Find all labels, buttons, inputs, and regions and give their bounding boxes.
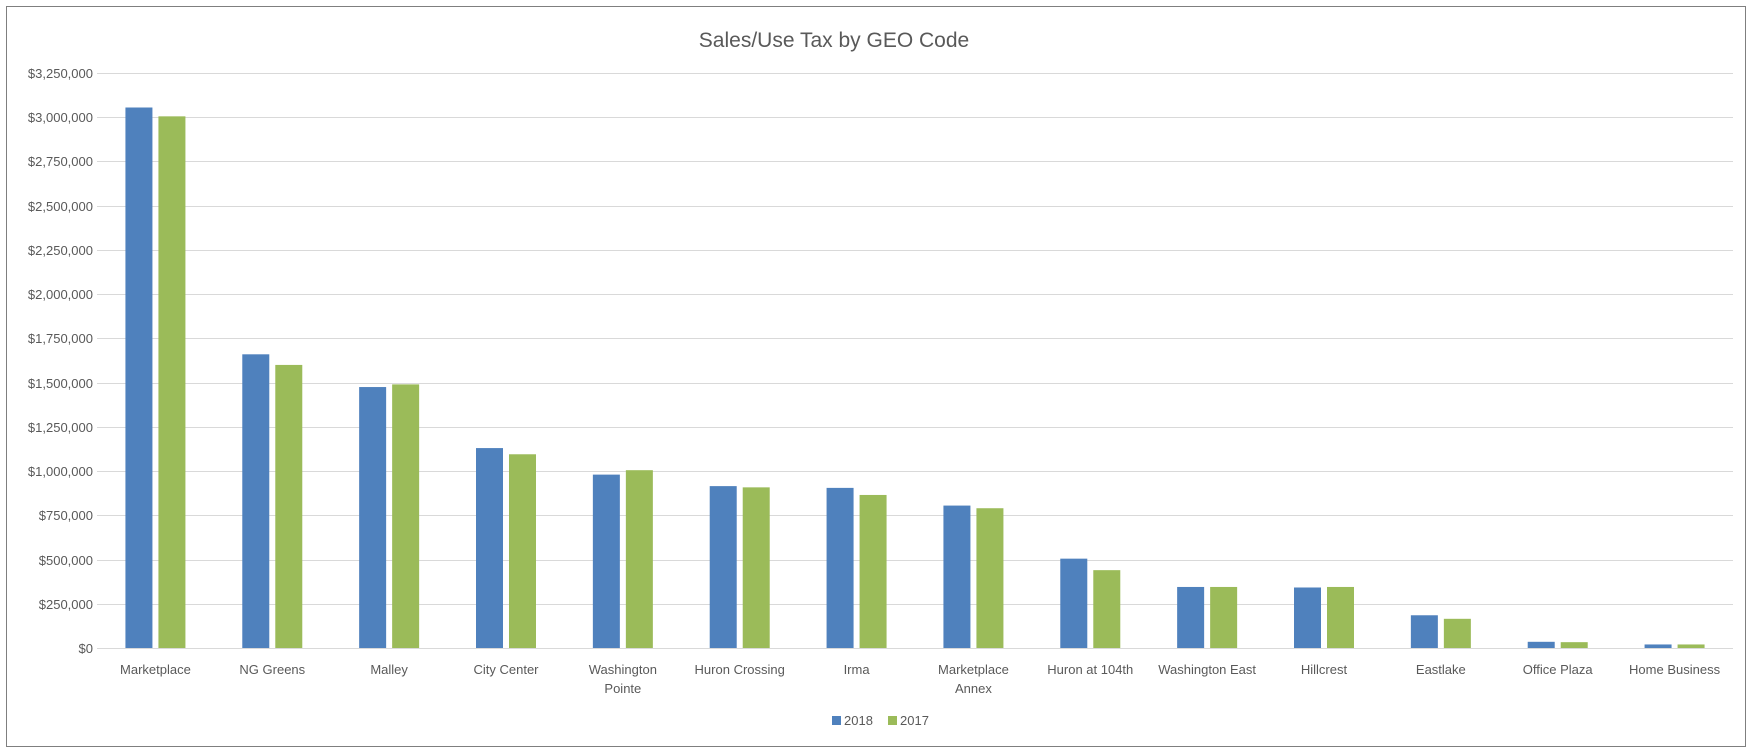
y-tick-label: $750,000: [39, 508, 93, 523]
bar-2018: [592, 474, 620, 648]
legend-label-2017: 2017: [900, 713, 929, 728]
y-tick-label: $1,750,000: [28, 331, 93, 346]
x-tick-label: City Center: [473, 662, 539, 677]
y-tick-label: $1,250,000: [28, 420, 93, 435]
bar-2017: [859, 494, 887, 648]
bar-2018: [826, 487, 854, 648]
x-tick-label: Office Plaza: [1523, 662, 1594, 677]
y-tick-label: $2,750,000: [28, 154, 93, 169]
y-tick-label: $500,000: [39, 553, 93, 568]
x-tick-label: Hillcrest: [1301, 662, 1348, 677]
bar-2018: [1527, 641, 1555, 648]
bar-2017: [625, 470, 653, 648]
bar-2017: [158, 116, 186, 649]
bars: [125, 107, 1705, 649]
y-tick-label: $3,250,000: [28, 66, 93, 81]
legend-swatch-2018: [832, 716, 841, 725]
y-tick-label: $0: [79, 641, 93, 656]
bar-2017: [976, 508, 1004, 648]
x-tick-label: Huron Crossing: [695, 662, 785, 677]
bar-2018: [359, 387, 387, 648]
y-tick-label: $2,250,000: [28, 243, 93, 258]
gridlines: [97, 73, 1733, 605]
y-tick-label: $2,500,000: [28, 199, 93, 214]
y-tick-label: $3,000,000: [28, 110, 93, 125]
legend-swatch-2017: [888, 716, 897, 725]
x-tick-label: Eastlake: [1416, 662, 1466, 677]
bar-2018: [1410, 615, 1438, 648]
bar-2018: [1294, 587, 1321, 648]
bar-2018: [1644, 644, 1672, 648]
bar-2017: [1210, 586, 1238, 648]
y-tick-label: $2,000,000: [28, 287, 93, 302]
bar-2018: [125, 107, 153, 648]
bar-2018: [242, 354, 270, 648]
bar-2017: [275, 364, 303, 648]
y-tick-label: $1,500,000: [28, 376, 93, 391]
x-tick-label: NG Greens: [239, 662, 305, 677]
x-tick-label: Huron at 104th: [1047, 662, 1133, 677]
bar-2018: [943, 505, 971, 648]
bar-2017: [1093, 570, 1121, 648]
x-tick-label: Marketplace Annex: [938, 662, 1009, 696]
bar-2017: [392, 384, 420, 648]
bar-2017: [742, 487, 770, 648]
y-tick-label: $250,000: [39, 597, 93, 612]
y-tick-label: $1,000,000: [28, 464, 93, 479]
x-tick-label: Washington Pointe: [589, 662, 657, 696]
bar-2017: [1327, 586, 1354, 648]
x-axis-labels: Marketplace NG Greens Malley City Center Was…: [120, 662, 1721, 696]
x-tick-label: Home Business: [1629, 662, 1721, 677]
x-tick-label: Washington East: [1158, 662, 1256, 677]
bar-2017: [1560, 642, 1588, 648]
bar-2018: [1177, 586, 1205, 648]
bar-2017: [1677, 644, 1705, 648]
bar-2018: [1060, 558, 1088, 648]
x-tick-label: Irma: [844, 662, 871, 677]
bar-2018: [476, 448, 503, 648]
bar-2018: [709, 486, 737, 648]
chart-title: Sales/Use Tax by GEO Code: [699, 29, 969, 52]
y-axis-labels: $0 $250,000 $500,000 $750,000 $1,000,000 $1,2…: [28, 66, 93, 656]
legend: 2018 2017: [832, 713, 929, 728]
x-tick-label: Malley: [370, 662, 408, 677]
legend-label-2018: 2018: [844, 713, 873, 728]
x-tick-label: Marketplace: [120, 662, 191, 677]
bar-2017: [1443, 618, 1471, 648]
bar-2017: [509, 454, 536, 648]
